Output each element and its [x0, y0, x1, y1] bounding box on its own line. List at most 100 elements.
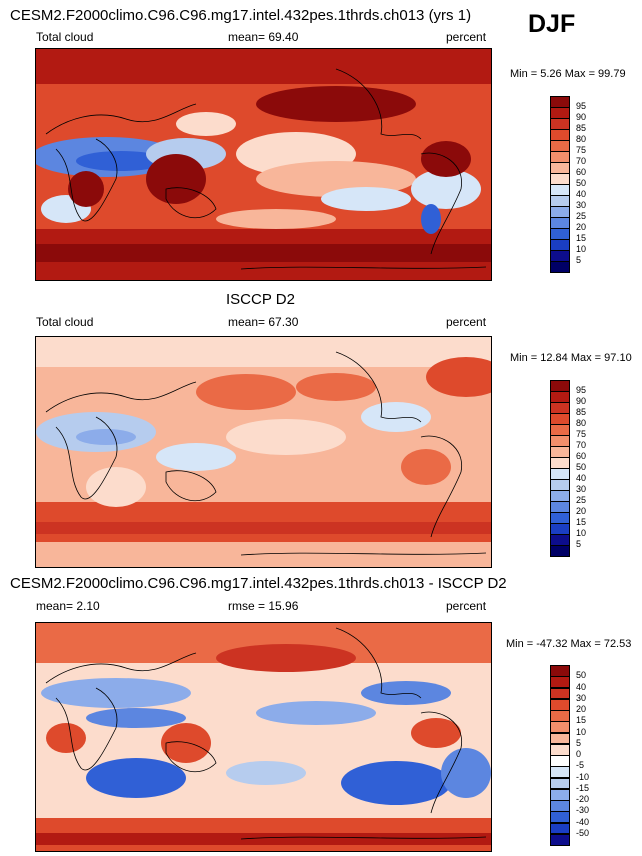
colorbar-tick-label: 85	[576, 407, 587, 417]
colorbar-tick-label: 90	[576, 396, 587, 406]
panel-3-left-label: mean= 2.10	[36, 599, 100, 613]
panel-2-right-label: percent	[446, 315, 487, 329]
colorbar-tick-label: 85	[576, 123, 587, 133]
colorbar-swatch	[550, 512, 570, 524]
panel-3-right-label: percent	[446, 599, 487, 613]
colorbar-tick-label: 40	[576, 189, 587, 199]
colorbar-swatch	[550, 811, 570, 823]
colorbar-tick-label: 10	[576, 528, 587, 538]
colorbar-swatch	[550, 468, 570, 480]
colorbar-swatch	[550, 687, 570, 700]
panel-2-left-label: Total cloud	[36, 315, 94, 329]
colorbar-swatch	[550, 239, 570, 251]
colorbar-swatch	[550, 479, 570, 491]
colorbar-tick-label: 90	[576, 112, 587, 122]
colorbar-swatch	[550, 402, 570, 414]
colorbar-tick-label: 30	[576, 200, 587, 210]
colorbar-tick-label: 40	[576, 473, 587, 483]
colorbar-swatch	[550, 184, 570, 196]
panel-2-colorbar: 95 90 85 80 75 70 60 50 40 30 25 20 15 10 5	[550, 380, 586, 557]
colorbar-swatch	[550, 250, 570, 262]
colorbar-tick-label: 10	[576, 726, 587, 737]
colorbar-tick-label: 50	[576, 178, 587, 188]
colorbar-tick-label: 40	[576, 681, 587, 692]
colorbar-swatch	[550, 206, 570, 218]
season-label: DJF	[528, 10, 576, 38]
colorbar-swatch	[550, 107, 570, 119]
colorbar-swatch	[550, 96, 570, 108]
colorbar-swatch	[550, 173, 570, 185]
colorbar-tick-label: 5	[576, 255, 582, 265]
colorbar-swatch	[550, 129, 570, 141]
colorbar-swatch	[550, 523, 570, 535]
colorbar-tick-label: 95	[576, 101, 587, 111]
colorbar-swatch	[550, 822, 570, 835]
colorbar-swatch	[550, 446, 570, 458]
colorbar-swatch	[550, 766, 570, 778]
colorbar-swatch	[550, 676, 570, 688]
colorbar-swatch	[550, 424, 570, 436]
colorbar-tick-label: 30	[576, 692, 587, 703]
colorbar-swatch	[550, 195, 570, 207]
colorbar-tick-label: 10	[576, 244, 587, 254]
panel-3-map	[35, 622, 492, 852]
colorbar-tick-label: 15	[576, 233, 587, 243]
colorbar-swatch	[550, 228, 570, 240]
colorbar-swatch	[550, 457, 570, 469]
panel-3-colorbar: 50 40 30 20 15 10 5 0 -5 -10 -15 -20 -30 -40 -50	[550, 665, 589, 846]
colorbar-swatch	[550, 534, 570, 546]
colorbar-swatch	[550, 217, 570, 229]
colorbar-swatch	[550, 118, 570, 130]
panel-1-map	[35, 48, 492, 281]
colorbar-swatch	[550, 413, 570, 425]
colorbar-tick-label: 80	[576, 418, 587, 428]
colorbar-tick-label: 50	[576, 462, 587, 472]
colorbar-tick-label: 5	[576, 539, 582, 549]
colorbar-tick-label: 20	[576, 506, 587, 516]
colorbar-tick-label: 15	[576, 715, 587, 726]
colorbar-tick-label: 20	[576, 222, 587, 232]
colorbar-tick-label: 70	[576, 156, 587, 166]
colorbar-swatch	[550, 162, 570, 174]
colorbar-tick-label: 95	[576, 385, 587, 395]
colorbar-swatch	[550, 721, 570, 733]
panel-1-colorbar: 95 90 85 80 75 70 60 50 40 30 25 20 15 10 5	[550, 96, 586, 273]
panel-2-title: ISCCP D2	[226, 291, 295, 308]
colorbar-swatch	[550, 710, 570, 722]
colorbar-tick-label: -50	[576, 827, 590, 838]
panel-2-map	[35, 336, 492, 568]
colorbar-swatch	[550, 743, 570, 756]
colorbar-tick-label: 20	[576, 704, 587, 714]
colorbar-tick-label: 60	[576, 167, 587, 177]
colorbar-swatch	[550, 755, 570, 767]
colorbar-swatch	[550, 380, 570, 392]
colorbar-tick-label: -15	[576, 782, 590, 793]
colorbar-swatch	[550, 545, 570, 557]
colorbar-tick-label: 25	[576, 211, 587, 221]
panel-2-minmax: Min = 12.84 Max = 97.10	[510, 352, 632, 364]
colorbar-tick-label: 50	[576, 670, 587, 681]
colorbar-tick-label: -10	[576, 771, 590, 782]
colorbar-swatch	[550, 788, 570, 801]
colorbar-tick-label: 70	[576, 440, 587, 450]
colorbar-tick-label: 75	[576, 145, 587, 155]
colorbar-swatch	[550, 391, 570, 403]
colorbar-swatch	[550, 777, 570, 790]
colorbar-swatch	[550, 151, 570, 163]
panel-3-title: CESM2.F2000climo.C96.C96.mg17.intel.432p…	[10, 575, 507, 592]
panel-1-title: CESM2.F2000climo.C96.C96.mg17.intel.432p…	[10, 7, 472, 24]
colorbar-swatch	[550, 435, 570, 447]
colorbar-swatch	[550, 501, 570, 513]
colorbar-tick-label: 75	[576, 429, 587, 439]
colorbar-tick-label: -20	[576, 794, 590, 804]
colorbar-tick-label: -5	[576, 760, 585, 771]
colorbar-swatch	[550, 732, 570, 745]
colorbar-tick-label: 60	[576, 451, 587, 461]
colorbar-swatch	[550, 261, 570, 273]
colorbar-tick-label: 30	[576, 484, 587, 494]
colorbar-swatch	[550, 800, 570, 812]
panel-1-minmax: Min = 5.26 Max = 99.79	[510, 68, 626, 80]
colorbar-swatch	[550, 140, 570, 152]
colorbar-tick-label: -30	[576, 805, 590, 816]
colorbar-tick-label: 15	[576, 517, 587, 527]
